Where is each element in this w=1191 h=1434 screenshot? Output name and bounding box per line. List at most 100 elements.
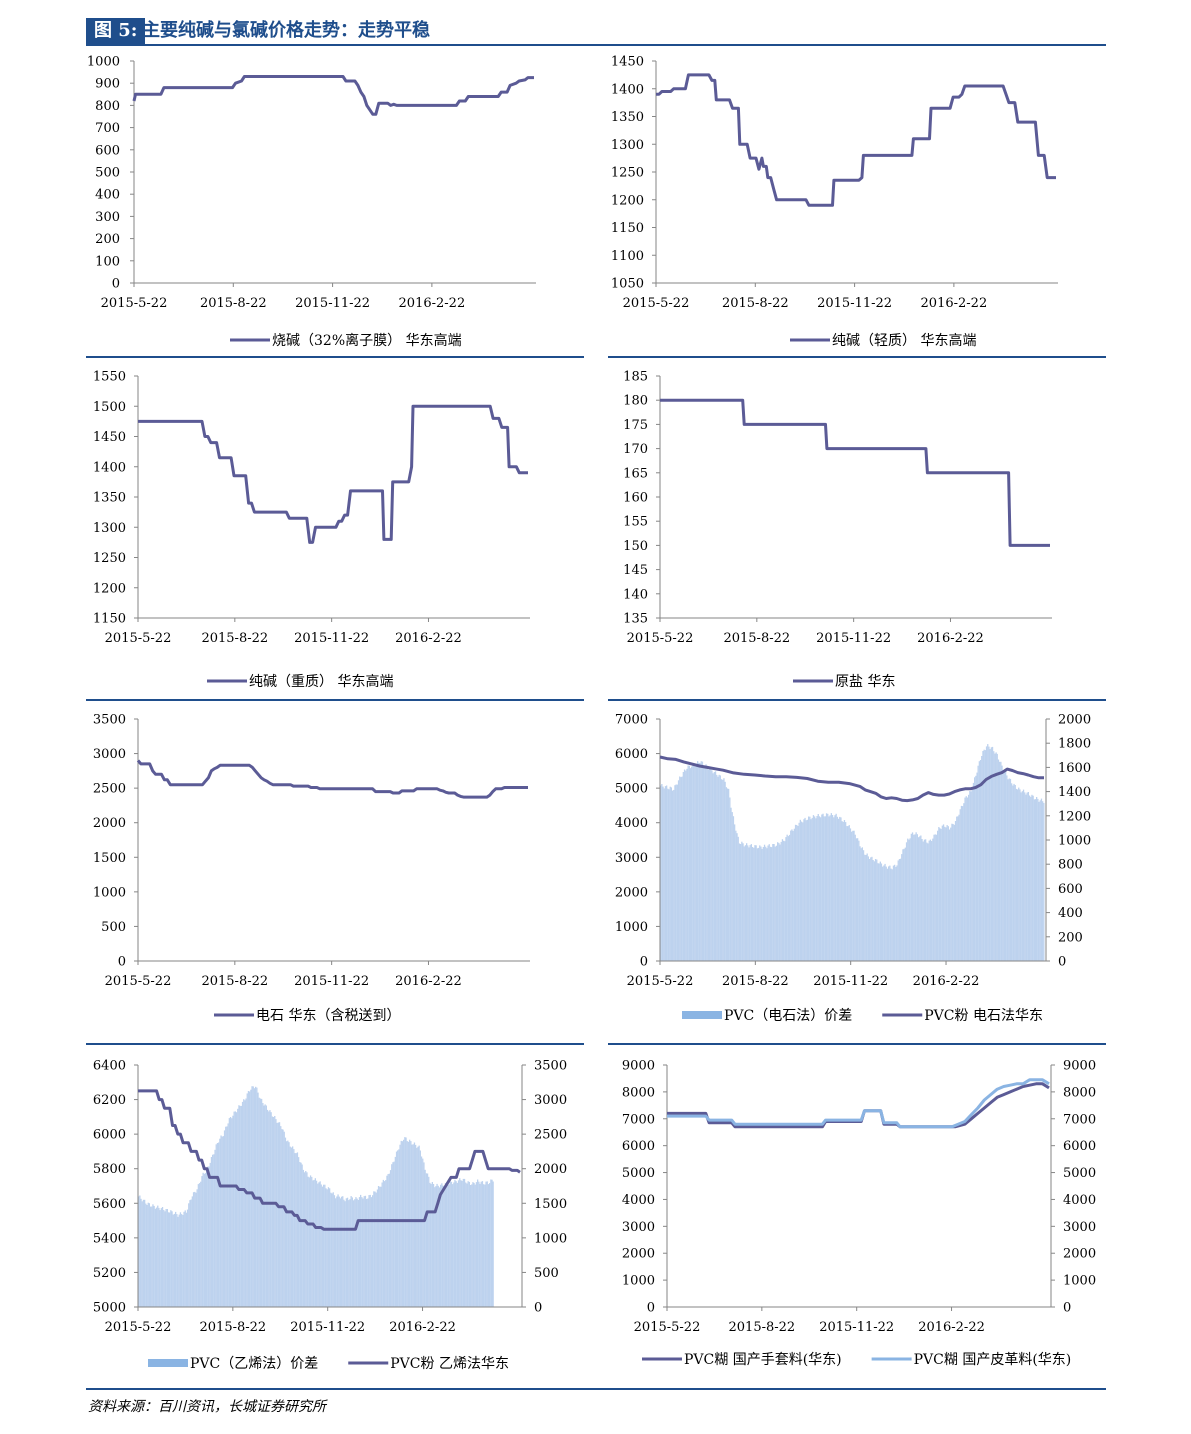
bar	[481, 1181, 484, 1307]
bar	[400, 1140, 402, 1307]
bar	[426, 1173, 429, 1307]
bar	[448, 1184, 450, 1307]
bar	[664, 786, 667, 961]
x-tick-label: 2015-5-22	[623, 296, 690, 311]
bar	[968, 794, 970, 961]
bar	[830, 813, 832, 961]
y-tick-label: 1000	[615, 920, 648, 935]
bar	[685, 770, 687, 961]
bar	[321, 1186, 324, 1307]
bar	[921, 839, 923, 961]
y2-tick-label: 0	[1058, 955, 1066, 970]
bar	[299, 1162, 301, 1307]
y-tick-label: 155	[623, 515, 648, 530]
y2-tick-label: 5000	[1063, 1166, 1096, 1181]
bar	[262, 1103, 264, 1307]
bar	[687, 765, 689, 961]
bar	[142, 1199, 145, 1307]
y2-tick-label: 9000	[1063, 1059, 1096, 1074]
y-tick-label: 165	[623, 466, 648, 481]
x-tick-label: 2016-2-22	[395, 974, 462, 989]
bar	[398, 1149, 400, 1307]
bar	[475, 1182, 478, 1307]
bar	[462, 1178, 464, 1307]
bar	[1031, 794, 1033, 961]
bar	[477, 1179, 479, 1307]
bar	[817, 814, 819, 961]
y-tick-label: 175	[623, 418, 648, 433]
bar	[843, 820, 846, 961]
bar	[880, 863, 883, 961]
bar	[229, 1117, 232, 1307]
bar	[870, 857, 872, 961]
bar	[251, 1086, 253, 1307]
bar	[1040, 798, 1043, 961]
bar	[215, 1144, 217, 1307]
bar	[210, 1157, 213, 1307]
bar	[305, 1171, 307, 1307]
bar	[960, 805, 963, 961]
bar	[698, 762, 700, 961]
bar	[435, 1186, 437, 1307]
bar	[796, 825, 798, 961]
bar	[756, 848, 758, 961]
y-tick-label: 1200	[611, 193, 644, 208]
y2-tick-label: 600	[1058, 882, 1083, 897]
bar	[157, 1205, 159, 1307]
bar	[952, 824, 954, 961]
bar	[914, 834, 916, 961]
source-note: 资料来源：百川资讯，长城证券研究所	[88, 1399, 326, 1415]
bar	[198, 1183, 201, 1307]
bar	[237, 1108, 239, 1307]
bar	[1016, 789, 1019, 961]
bar	[468, 1181, 470, 1307]
bar	[244, 1100, 246, 1307]
bar	[296, 1152, 299, 1307]
bar	[247, 1091, 250, 1307]
line-series-0	[132, 75, 534, 116]
bar	[159, 1210, 161, 1307]
bar	[226, 1126, 228, 1307]
bar	[786, 834, 788, 961]
bar	[385, 1180, 387, 1307]
bar	[680, 777, 682, 961]
y2-tick-label: 1600	[1058, 761, 1091, 776]
bar	[258, 1097, 260, 1307]
bar	[203, 1173, 205, 1307]
bar	[704, 766, 706, 961]
bar	[240, 1105, 242, 1307]
bar	[306, 1172, 308, 1307]
bar	[668, 789, 670, 961]
bar	[182, 1215, 184, 1307]
bar	[954, 821, 957, 961]
bar	[682, 772, 684, 961]
bar	[383, 1181, 386, 1307]
bar	[335, 1198, 337, 1307]
bar	[326, 1189, 328, 1307]
bar	[935, 834, 938, 961]
bar	[911, 832, 914, 961]
y2-tick-label: 4000	[1063, 1193, 1096, 1208]
bar	[877, 863, 879, 961]
bar	[661, 784, 663, 961]
bar	[734, 824, 736, 961]
y-tick-label: 9000	[622, 1059, 655, 1074]
bar	[280, 1126, 282, 1307]
y-tick-label: 5200	[93, 1266, 126, 1281]
bar	[693, 765, 695, 961]
bar	[363, 1196, 365, 1307]
bar	[894, 864, 896, 961]
bar	[822, 813, 824, 961]
bar	[827, 813, 829, 961]
x-tick-label: 2016-2-22	[918, 1320, 985, 1335]
bar	[270, 1112, 272, 1307]
bar	[750, 844, 752, 961]
bar	[441, 1183, 443, 1307]
bar	[892, 865, 895, 961]
x-tick-label: 2015-11-22	[290, 1320, 365, 1335]
bar	[320, 1184, 322, 1307]
bar	[194, 1191, 196, 1307]
bar	[744, 845, 747, 961]
bar	[939, 828, 941, 961]
